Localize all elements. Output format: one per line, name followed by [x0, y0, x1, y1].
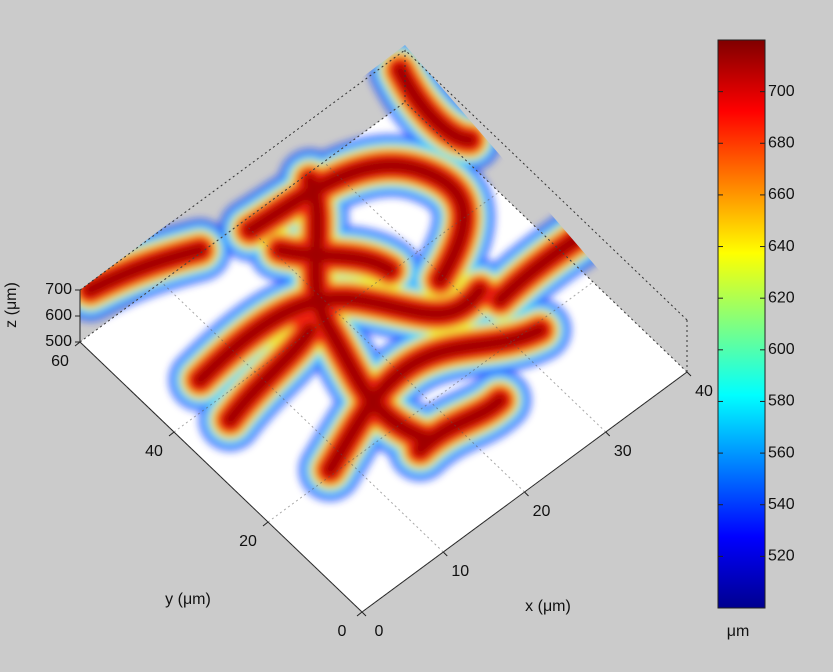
- colorbar-tick-label: 540: [768, 496, 795, 513]
- x-tick-label: 0: [375, 623, 384, 640]
- z-tick-label: 600: [45, 307, 72, 324]
- colorbar-tick-label: 600: [768, 341, 795, 358]
- x-tick: [442, 551, 448, 557]
- x-tick-label: 40: [695, 383, 713, 400]
- z-axis-label: z (μm): [3, 282, 20, 328]
- grid-line: [323, 161, 607, 433]
- grid-line: [404, 101, 688, 373]
- y-tick: [356, 611, 363, 617]
- y-tick: [74, 341, 81, 347]
- colorbar-tick-label: 660: [768, 186, 795, 203]
- y-tick-label: 60: [51, 353, 69, 370]
- grid-line: [267, 281, 594, 523]
- x-tick-label: 20: [533, 503, 551, 520]
- x-tick: [524, 491, 529, 497]
- colorbar-tick-label: 700: [768, 83, 795, 100]
- colorbar-tick-label: 640: [768, 238, 795, 255]
- y-tick-label: 20: [239, 533, 257, 550]
- box-edge: [79, 49, 406, 291]
- x-tick-label: 30: [614, 443, 632, 460]
- z-tick-label: 700: [45, 281, 72, 298]
- colorbar-label: μm: [727, 623, 750, 640]
- colorbar-tick-label: 620: [768, 289, 795, 306]
- z-tick-label: 500: [45, 333, 72, 350]
- x-tick: [605, 431, 611, 437]
- grid-line: [242, 221, 525, 493]
- colorbar-tick-label: 680: [768, 134, 795, 151]
- grid-line: [173, 191, 500, 433]
- y-tick: [262, 521, 269, 527]
- grid-line: [160, 281, 444, 553]
- x-axis-label: x (μm): [525, 598, 571, 615]
- y-tick-label: 40: [145, 443, 163, 460]
- grid-line: [79, 101, 406, 343]
- y-axis-label: y (μm): [165, 591, 211, 608]
- grid-line: [361, 371, 688, 613]
- colorbar-tick-label: 520: [768, 548, 795, 565]
- grid-line: [79, 341, 363, 613]
- x-tick: [686, 371, 692, 377]
- x-tick: [361, 611, 367, 617]
- y-tick-label: 0: [338, 623, 347, 640]
- colorbar-tick-label: 580: [768, 393, 795, 410]
- colorbar-tick-label: 560: [768, 444, 795, 461]
- box-edge: [404, 49, 688, 321]
- x-tick-label: 10: [451, 563, 469, 580]
- colorbar: [717, 39, 766, 609]
- y-tick: [168, 431, 175, 437]
